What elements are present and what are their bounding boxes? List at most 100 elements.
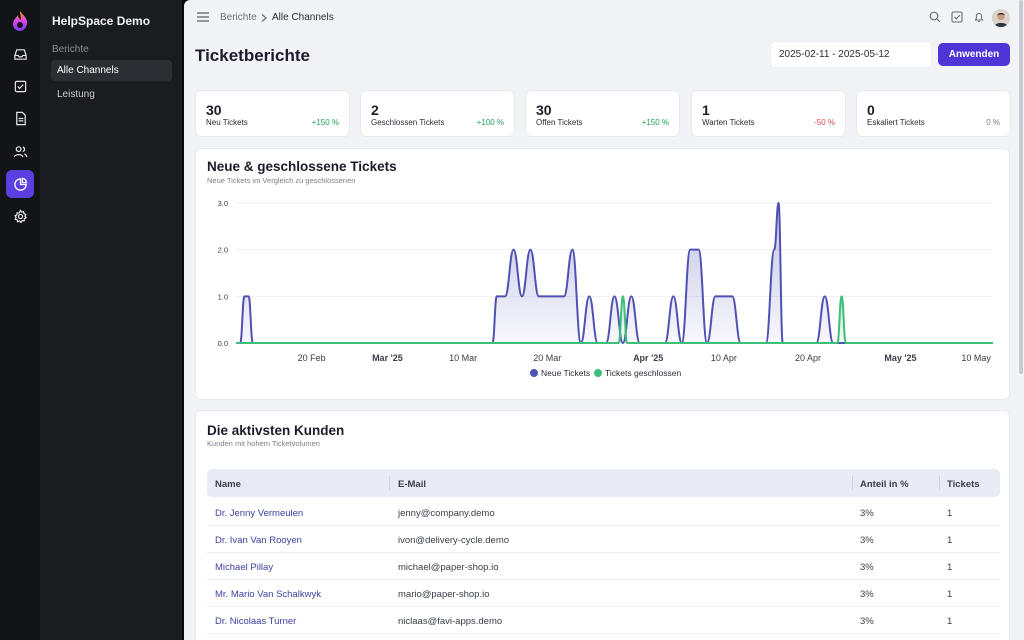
topbar: Berichte Alle Channels xyxy=(184,0,1024,36)
stat-change: +150 % xyxy=(311,118,339,127)
series-line-closed xyxy=(235,295,993,345)
stat-label: Geschlossen Tickets xyxy=(371,118,445,127)
table-header: Name E-Mail Anteil in % Tickets xyxy=(207,469,1000,497)
chevron-right-icon xyxy=(261,14,267,22)
y-tick-label: 1.0 xyxy=(218,292,228,301)
breadcrumb-parent[interactable]: Berichte xyxy=(220,12,257,23)
customer-email: ivon@delivery-cycle.demo xyxy=(398,535,510,546)
avatar[interactable] xyxy=(992,9,1010,27)
chart-card: Neue & geschlossene Tickets Neue Tickets… xyxy=(195,148,1010,400)
customer-email: niclaas@favi-apps.demo xyxy=(398,616,503,627)
scrollbar[interactable] xyxy=(1019,0,1023,374)
customer-share: 3% xyxy=(860,535,874,546)
customers-card: Die aktivsten Kunden Kunden mit hohem Ti… xyxy=(195,410,1010,640)
tickets-chart: 3.0 2.0 1.0 0.0 20 Feb Mar '25 10 Mar 20 Mar Apr… xyxy=(218,199,993,363)
sidebar-item-all-channels[interactable]: Alle Channels xyxy=(51,60,172,81)
legend-dot xyxy=(530,369,538,377)
x-tick-label: Mar '25 xyxy=(372,353,403,363)
page-title: Ticketberichte xyxy=(195,46,310,65)
breadcrumb-current: Alle Channels xyxy=(272,12,334,23)
sidebar-item-performance[interactable]: Leistung xyxy=(57,89,95,100)
logo-icon[interactable] xyxy=(11,10,29,32)
customer-name[interactable]: Dr. Nicolaas Turner xyxy=(215,616,297,627)
y-tick-label: 3.0 xyxy=(218,199,228,208)
legend-item-closed[interactable]: Tickets geschlossen xyxy=(594,368,681,378)
column-header-share[interactable]: Anteil in % xyxy=(860,479,909,490)
customers-subtitle: Kunden mit hohem Ticketvolumen xyxy=(207,439,320,448)
chart-title: Neue & geschlossene Tickets xyxy=(207,159,397,174)
customer-email: mario@paper-shop.io xyxy=(398,589,490,600)
y-tick-label: 2.0 xyxy=(218,246,228,255)
tasks-icon[interactable] xyxy=(6,72,34,100)
customer-email: michael@paper-shop.io xyxy=(398,562,499,573)
stat-change: 0 % xyxy=(986,118,1000,127)
chart-subtitle: Neue Tickets im Vergleich zu geschlossen… xyxy=(207,176,356,185)
customer-tickets: 1 xyxy=(947,508,953,519)
x-tick-label: 10 Apr xyxy=(711,353,737,363)
stat-value: 30 xyxy=(206,102,222,118)
x-tick-label: Apr '25 xyxy=(633,353,663,363)
series-area-closed xyxy=(236,296,993,343)
table-row[interactable]: Mr. Mario Van Schalkwyk mario@paper-shop… xyxy=(207,580,1000,607)
customer-share: 3% xyxy=(860,508,874,519)
inbox-icon[interactable] xyxy=(6,40,34,68)
x-tick-label: 10 Mar xyxy=(449,353,477,363)
date-range-input[interactable]: 2025-02-11 - 2025-05-12 xyxy=(770,41,932,68)
customer-tickets: 1 xyxy=(947,535,953,546)
stat-value: 0 xyxy=(867,102,875,118)
column-divider xyxy=(389,476,390,490)
customers-title: Die aktivsten Kunden xyxy=(207,423,345,438)
y-tick-label: 0.0 xyxy=(218,339,228,348)
stat-change: -50 % xyxy=(814,118,835,127)
legend-label: Tickets geschlossen xyxy=(605,368,682,378)
task-check-icon[interactable] xyxy=(951,11,963,23)
customer-name[interactable]: Mr. Mario Van Schalkwyk xyxy=(215,589,321,600)
stat-label: Eskaliert Tickets xyxy=(867,118,925,127)
sidebar-section-label: Berichte xyxy=(52,44,89,55)
reports-icon[interactable] xyxy=(6,170,34,198)
x-tick-label: May '25 xyxy=(884,353,916,363)
x-tick-label: 20 Feb xyxy=(298,353,326,363)
column-header-name[interactable]: Name xyxy=(215,479,241,490)
customer-name[interactable]: Michael Pillay xyxy=(215,562,274,573)
stat-label: Neu Tickets xyxy=(206,118,248,127)
legend-label: Neue Tickets xyxy=(541,368,591,378)
customer-name[interactable]: Dr. Jenny Vermeulen xyxy=(215,508,304,519)
settings-icon[interactable] xyxy=(6,202,34,230)
column-header-email[interactable]: E-Mail xyxy=(398,479,426,490)
customer-email: jenny@company.demo xyxy=(398,508,495,519)
customer-tickets: 1 xyxy=(947,589,953,600)
app-title: HelpSpace Demo xyxy=(52,14,151,28)
customer-tickets: 1 xyxy=(947,616,953,627)
stat-label: Warten Tickets xyxy=(702,118,755,127)
stat-card-open: 30 Offen Tickets +150 % xyxy=(525,90,680,137)
search-icon[interactable] xyxy=(929,11,941,23)
table-row[interactable]: Michael Pillay michael@paper-shop.io 3% … xyxy=(207,553,1000,580)
customer-share: 3% xyxy=(860,562,874,573)
table-row[interactable]: Dr. Jenny Vermeulen jenny@company.demo 3… xyxy=(207,499,1000,526)
column-divider xyxy=(939,476,940,490)
customer-tickets: 1 xyxy=(947,562,953,573)
legend-dot xyxy=(594,369,602,377)
stat-card-waiting: 1 Warten Tickets -50 % xyxy=(691,90,846,137)
customer-name[interactable]: Dr. Ivan Van Rooyen xyxy=(215,535,302,546)
users-icon[interactable] xyxy=(6,137,34,165)
customer-share: 3% xyxy=(860,616,874,627)
stat-card-closed: 2 Geschlossen Tickets +100 % xyxy=(360,90,515,137)
table-row[interactable]: Dr. Ivan Van Rooyen ivon@delivery-cycle.… xyxy=(207,526,1000,553)
stat-value: 2 xyxy=(371,102,379,118)
menu-icon[interactable] xyxy=(197,12,209,22)
stat-change: +100 % xyxy=(476,118,504,127)
icon-rail xyxy=(0,0,40,640)
column-header-tickets[interactable]: Tickets xyxy=(947,479,980,490)
sidebar: HelpSpace Demo Berichte Alle Channels Le… xyxy=(40,0,184,640)
x-tick-label: 10 May xyxy=(961,353,991,363)
x-tick-label: 20 Apr xyxy=(795,353,821,363)
apply-button[interactable]: Anwenden xyxy=(938,43,1010,66)
customer-share: 3% xyxy=(860,589,874,600)
legend-item-new[interactable]: Neue Tickets xyxy=(530,368,590,378)
bell-icon[interactable] xyxy=(973,11,985,23)
stat-card-new: 30 Neu Tickets +150 % xyxy=(195,90,350,137)
table-row[interactable]: Dr. Nicolaas Turner niclaas@favi-apps.de… xyxy=(207,607,1000,634)
document-icon[interactable] xyxy=(6,104,34,132)
